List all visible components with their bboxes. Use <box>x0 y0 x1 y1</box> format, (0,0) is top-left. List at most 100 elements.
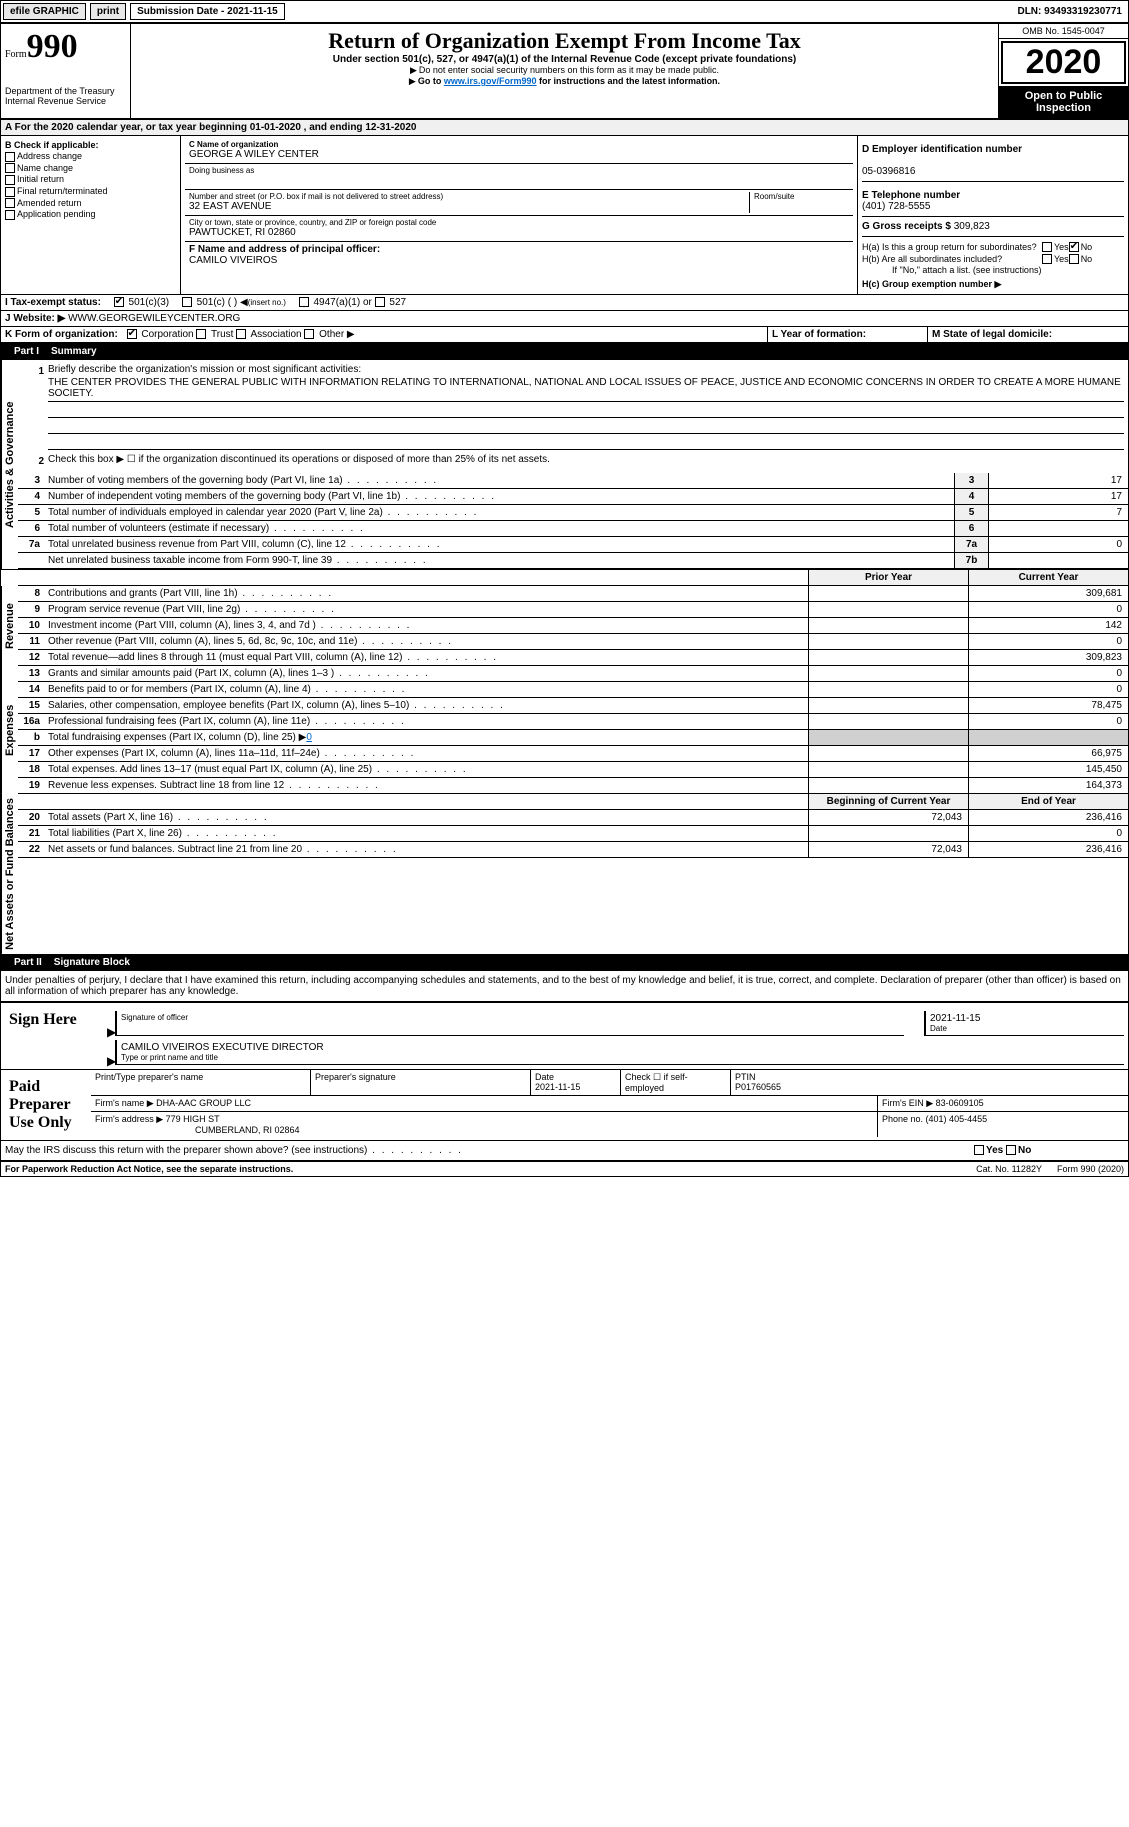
summary-line: 14Benefits paid to or for members (Part … <box>18 682 1128 698</box>
firm-addr2: CUMBERLAND, RI 02864 <box>195 1125 300 1135</box>
col-b-checkboxes: B Check if applicable: Address change Na… <box>1 136 181 294</box>
summary-revenue: Revenue 8Contributions and grants (Part … <box>0 586 1129 666</box>
fundraising-link[interactable]: 0 <box>306 732 312 743</box>
summary-net-header: Net Assets or Fund Balances Beginning of… <box>0 794 1129 954</box>
officer-name: CAMILO VIVEIROS EXECUTIVE DIRECTOR <box>121 1042 1120 1053</box>
chk-527[interactable] <box>375 297 385 307</box>
firm-name: DHA-AAC GROUP LLC <box>156 1098 251 1108</box>
print-button[interactable]: print <box>90 3 126 20</box>
signature-block: Sign Here ▶ Signature of officer 2021-11… <box>0 1002 1129 1141</box>
penalties-text: Under penalties of perjury, I declare th… <box>0 971 1129 1002</box>
chk-address-change[interactable] <box>5 152 15 162</box>
summary-line: Net unrelated business taxable income fr… <box>18 553 1128 569</box>
chk-ha-yes[interactable] <box>1042 242 1052 252</box>
summary-line: 13Grants and similar amounts paid (Part … <box>18 666 1128 682</box>
org-name: GEORGE A WILEY CENTER <box>189 149 849 160</box>
tax-year: 2020 <box>1001 41 1126 84</box>
chk-application-pending[interactable] <box>5 210 15 220</box>
summary-line: 18Total expenses. Add lines 13–17 (must … <box>18 762 1128 778</box>
form-header: Form990 Department of the Treasury Inter… <box>0 23 1129 119</box>
chk-501c3[interactable] <box>114 297 124 307</box>
form-title: Return of Organization Exempt From Incom… <box>135 28 994 54</box>
efile-label: efile GRAPHIC <box>3 3 86 20</box>
chk-discuss-no[interactable] <box>1006 1145 1016 1155</box>
irs-discuss-row: May the IRS discuss this return with the… <box>0 1141 1129 1161</box>
summary-line: 20Total assets (Part X, line 16)72,04323… <box>18 810 1128 826</box>
top-toolbar: efile GRAPHIC print Submission Date - 20… <box>0 0 1129 23</box>
city-state-zip: PAWTUCKET, RI 02860 <box>189 227 849 238</box>
subtitle-3: Go to www.irs.gov/Form990 for instructio… <box>135 76 994 87</box>
chk-hb-no[interactable] <box>1069 254 1079 264</box>
side-label-revenue: Revenue <box>1 586 18 666</box>
summary-line: 11Other revenue (Part VIII, column (A), … <box>18 634 1128 650</box>
submission-date: Submission Date - 2021-11-15 <box>130 3 285 20</box>
chk-corporation[interactable] <box>127 329 137 339</box>
chk-final-return[interactable] <box>5 187 15 197</box>
summary-line: 8Contributions and grants (Part VIII, li… <box>18 586 1128 602</box>
open-public-badge: Open to Public Inspection <box>999 86 1128 118</box>
summary-line: 9Program service revenue (Part VIII, lin… <box>18 602 1128 618</box>
ein: 05-0396816 <box>862 166 915 177</box>
arrow-icon: ▶ <box>107 1054 116 1068</box>
chk-trust[interactable] <box>196 329 206 339</box>
summary-line: 6Total number of volunteers (estimate if… <box>18 521 1128 537</box>
ptin: P01760565 <box>735 1082 781 1092</box>
irs-link[interactable]: www.irs.gov/Form990 <box>444 76 537 86</box>
summary-line: 15Salaries, other compensation, employee… <box>18 698 1128 714</box>
summary-expenses: Expenses 13Grants and similar amounts pa… <box>0 666 1129 794</box>
mission-text: THE CENTER PROVIDES THE GENERAL PUBLIC W… <box>48 375 1124 402</box>
summary-line: 21Total liabilities (Part X, line 26)0 <box>18 826 1128 842</box>
col-d-ein-phone: D Employer identification number 05-0396… <box>858 136 1128 294</box>
summary-line: 12Total revenue—add lines 8 through 11 (… <box>18 650 1128 666</box>
section-a: A For the 2020 calendar year, or tax yea… <box>0 119 1129 136</box>
summary-line: 22Net assets or fund balances. Subtract … <box>18 842 1128 858</box>
part-2-header: Part IISignature Block <box>0 954 1129 971</box>
summary-line: 3Number of voting members of the governi… <box>18 473 1128 489</box>
summary-line: 5Total number of individuals employed in… <box>18 505 1128 521</box>
entity-block: B Check if applicable: Address change Na… <box>0 136 1129 295</box>
arrow-icon: ▶ <box>107 1025 116 1039</box>
chk-4947[interactable] <box>299 297 309 307</box>
chk-hb-yes[interactable] <box>1042 254 1052 264</box>
row-k-form-org: K Form of organization: Corporation Trus… <box>0 327 1129 343</box>
firm-ein: 83-0609105 <box>936 1098 984 1108</box>
omb-number: OMB No. 1545-0047 <box>999 24 1128 39</box>
chk-name-change[interactable] <box>5 163 15 173</box>
summary-line: 7aTotal unrelated business revenue from … <box>18 537 1128 553</box>
form-number: 990 <box>27 28 78 65</box>
paid-preparer-label: Paid Preparer Use Only <box>1 1070 91 1140</box>
part-1-header: Part ISummary <box>0 343 1129 360</box>
subtitle-1: Under section 501(c), 527, or 4947(a)(1)… <box>135 54 994 65</box>
phone: (401) 728-5555 <box>862 201 930 212</box>
dln-label: DLN: 93493319230771 <box>1011 4 1128 19</box>
chk-ha-no[interactable] <box>1069 242 1079 252</box>
row-j-website: J Website: ▶ WWW.GEORGEWILEYCENTER.ORG <box>0 311 1129 327</box>
sig-date: 2021-11-15 <box>930 1013 1120 1024</box>
chk-discuss-yes[interactable] <box>974 1145 984 1155</box>
sign-here-label: Sign Here <box>1 1003 91 1069</box>
col-c-org-info: C Name of organization GEORGE A WILEY CE… <box>181 136 858 294</box>
chk-501c[interactable] <box>182 297 192 307</box>
summary-line: 4Number of independent voting members of… <box>18 489 1128 505</box>
gross-receipts: 309,823 <box>954 221 990 232</box>
chk-amended-return[interactable] <box>5 198 15 208</box>
chk-other[interactable] <box>304 329 314 339</box>
website: WWW.GEORGEWILEYCENTER.ORG <box>65 313 240 324</box>
dept-label: Department of the Treasury Internal Reve… <box>5 86 126 106</box>
summary-line: 19Revenue less expenses. Subtract line 1… <box>18 778 1128 794</box>
side-label-net: Net Assets or Fund Balances <box>1 794 18 954</box>
summary-line: 10Investment income (Part VIII, column (… <box>18 618 1128 634</box>
firm-phone: (401) 405-4455 <box>926 1114 988 1124</box>
summary-line: bTotal fundraising expenses (Part IX, co… <box>18 730 1128 746</box>
form-label: Form <box>5 49 27 60</box>
summary-governance: Activities & Governance 1 Briefly descri… <box>0 360 1129 570</box>
summary-header-row: b Prior Year Current Year <box>0 570 1129 586</box>
chk-association[interactable] <box>236 329 246 339</box>
principal-officer: CAMILO VIVEIROS <box>189 255 849 266</box>
page-footer: For Paperwork Reduction Act Notice, see … <box>0 1161 1129 1177</box>
side-label-governance: Activities & Governance <box>1 360 18 569</box>
side-label-expenses: Expenses <box>1 666 18 794</box>
summary-line: 16aProfessional fundraising fees (Part I… <box>18 714 1128 730</box>
subtitle-2: Do not enter social security numbers on … <box>135 65 994 76</box>
chk-initial-return[interactable] <box>5 175 15 185</box>
